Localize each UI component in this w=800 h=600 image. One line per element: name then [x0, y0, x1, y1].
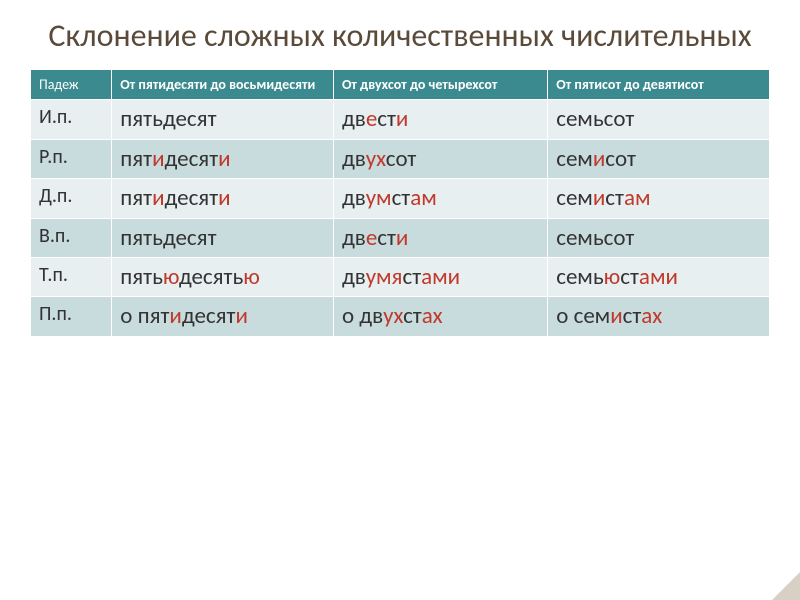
table-row: И.п.пятьдесятдвестисемьсот [31, 100, 770, 139]
table-header-row: Падеж От пятидесяти до восьмидесяти От д… [31, 69, 770, 100]
word-cell: семьсот [548, 100, 770, 139]
word-cell: о пятидесяти [112, 297, 334, 336]
word-cell: пятидесяти [112, 179, 334, 218]
header-col-a: От пятидесяти до восьмидесяти [112, 69, 334, 100]
word-cell: пятьюдесятью [112, 258, 334, 297]
word-cell: о семистах [548, 297, 770, 336]
word-cell: двумстам [333, 179, 547, 218]
case-label: Д.п. [31, 179, 112, 218]
case-label: И.п. [31, 100, 112, 139]
word-cell: пятьдесят [112, 218, 334, 257]
header-col-b: От двухсот до четырехсот [333, 69, 547, 100]
word-cell: семисот [548, 139, 770, 178]
table-row: Т.п.пятьюдесятьюдвумястамисемьюстами [31, 258, 770, 297]
word-cell: семьсот [548, 218, 770, 257]
table-row: Р.п.пятидесятидвухсотсемисот [31, 139, 770, 178]
case-label: Т.п. [31, 258, 112, 297]
word-cell: двумястами [333, 258, 547, 297]
word-cell: семьюстами [548, 258, 770, 297]
word-cell: двести [333, 100, 547, 139]
header-col-c: От пятисот до девятисот [548, 69, 770, 100]
case-label: Р.п. [31, 139, 112, 178]
word-cell: двести [333, 218, 547, 257]
slide: Склонение сложных количественных числите… [0, 0, 800, 600]
corner-fold-icon [772, 572, 800, 600]
table-row: Д.п.пятидесятидвумстамсемистам [31, 179, 770, 218]
table-body: И.п.пятьдесятдвестисемьсотР.п.пятидесяти… [31, 100, 770, 337]
declension-table: Падеж От пятидесяти до восьмидесяти От д… [30, 69, 770, 337]
table-row: В.п.пятьдесятдвестисемьсот [31, 218, 770, 257]
case-label: В.п. [31, 218, 112, 257]
word-cell: семистам [548, 179, 770, 218]
header-case: Падеж [31, 69, 112, 100]
word-cell: о двухстах [333, 297, 547, 336]
word-cell: пятьдесят [112, 100, 334, 139]
case-label: П.п. [31, 297, 112, 336]
word-cell: двухсот [333, 139, 547, 178]
word-cell: пятидесяти [112, 139, 334, 178]
table-row: П.п.о пятидесятио двухстахо семистах [31, 297, 770, 336]
slide-title: Склонение сложных количественных числите… [30, 18, 770, 55]
